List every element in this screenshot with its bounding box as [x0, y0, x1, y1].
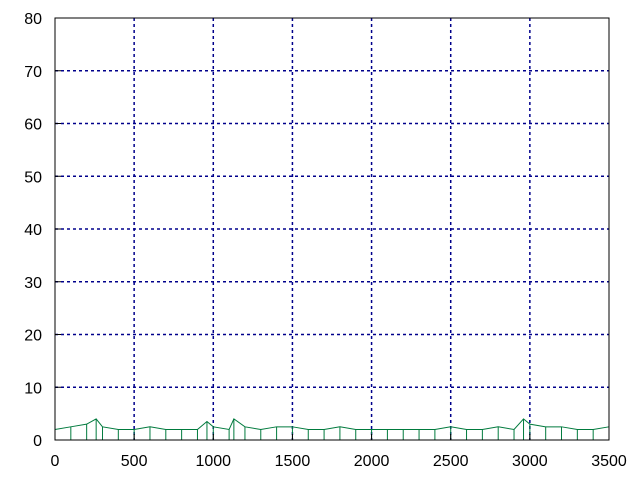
y-tick-label: 70 — [24, 64, 42, 81]
x-tick-label: 2000 — [354, 453, 390, 470]
y-tick-label: 30 — [24, 275, 42, 292]
y-tick-label: 60 — [24, 117, 42, 134]
y-tick-label: 0 — [33, 433, 42, 450]
series-line — [54, 418, 610, 431]
x-tick-label: 3000 — [512, 453, 548, 470]
x-axis-ticks: 0 500 1000 1500 2000 2500 3000 3500 — [51, 434, 627, 470]
x-tick-label: 1000 — [195, 453, 231, 470]
y-tick-label: 50 — [24, 169, 42, 186]
x-tick-label: 3500 — [591, 453, 627, 470]
x-tick-label: 0 — [51, 453, 60, 470]
y-axis-ticks: 0 10 20 30 40 50 60 70 80 — [24, 11, 61, 450]
x-tick-label: 2500 — [433, 453, 469, 470]
y-tick-label: 10 — [24, 380, 42, 397]
x-tick-label: 1500 — [275, 453, 311, 470]
x-tick-label: 500 — [121, 453, 148, 470]
grid-lines — [55, 18, 609, 440]
y-tick-label: 80 — [24, 11, 42, 28]
y-tick-label: 20 — [24, 328, 42, 345]
y-tick-label: 40 — [24, 222, 42, 239]
